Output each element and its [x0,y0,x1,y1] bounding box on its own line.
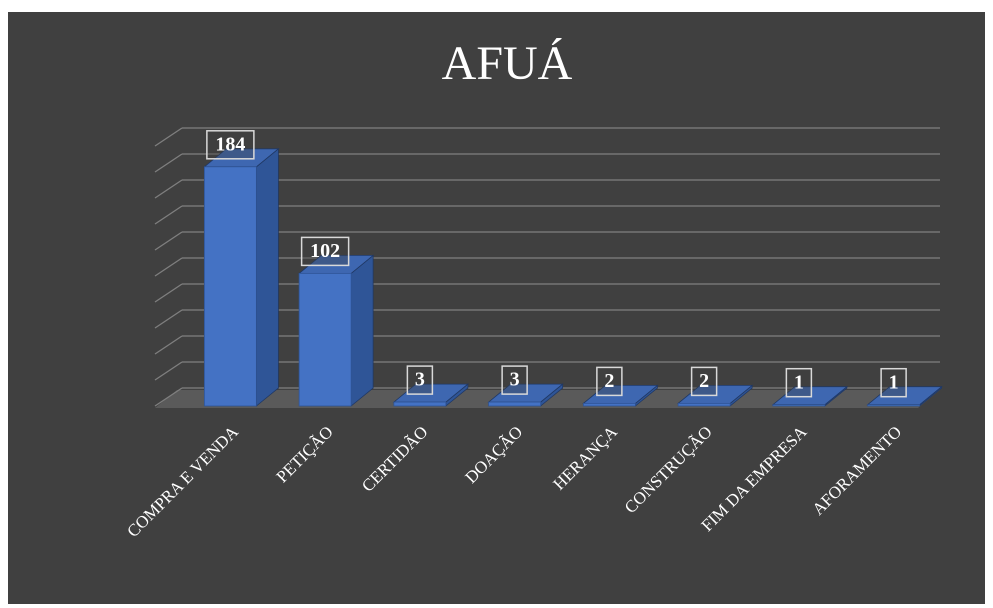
bar-front [582,402,636,407]
grid-line-side [154,361,183,381]
bar [487,383,564,407]
data-label-box [406,365,434,395]
grid-line-side [154,153,183,173]
data-label-box [300,236,350,267]
grid-line-side [154,309,183,329]
chart-background [8,12,985,604]
bar [203,147,280,407]
grid-line-side [154,257,183,277]
bar-front [867,404,921,407]
data-label-box [880,367,907,398]
grid-line-side [154,231,183,251]
bar-front [298,272,352,407]
data-label: 1 [794,371,804,393]
bar [677,384,754,407]
bar [392,383,469,407]
grid-line-side [154,127,183,147]
data-label-box [596,366,623,397]
grid-line-side [154,179,183,199]
data-label: 2 [604,370,614,392]
bar-front [203,166,257,407]
bar-front [772,404,826,407]
bar-side [350,254,374,407]
grid-line-side [154,283,183,303]
data-label: 3 [415,369,425,391]
bar [582,384,659,407]
bar-front [393,401,447,407]
bar-front [488,401,542,407]
data-label: 3 [510,369,520,391]
data-label-box [690,366,718,397]
bar [298,254,375,407]
grid-line-side [154,387,183,407]
bar-side [255,147,279,407]
data-label: 184 [215,133,245,155]
data-label-box [501,365,528,395]
data-label: 1 [889,371,899,393]
data-label: 2 [699,370,709,392]
data-label-box [785,367,813,398]
bar [771,385,848,407]
grid-line-side [154,335,183,355]
data-label-box [206,130,255,160]
bar-front [677,402,731,407]
data-label: 102 [310,240,340,262]
grid-line-side [154,205,183,225]
bar [866,385,943,407]
chart-title: AFUÁ [442,37,573,90]
